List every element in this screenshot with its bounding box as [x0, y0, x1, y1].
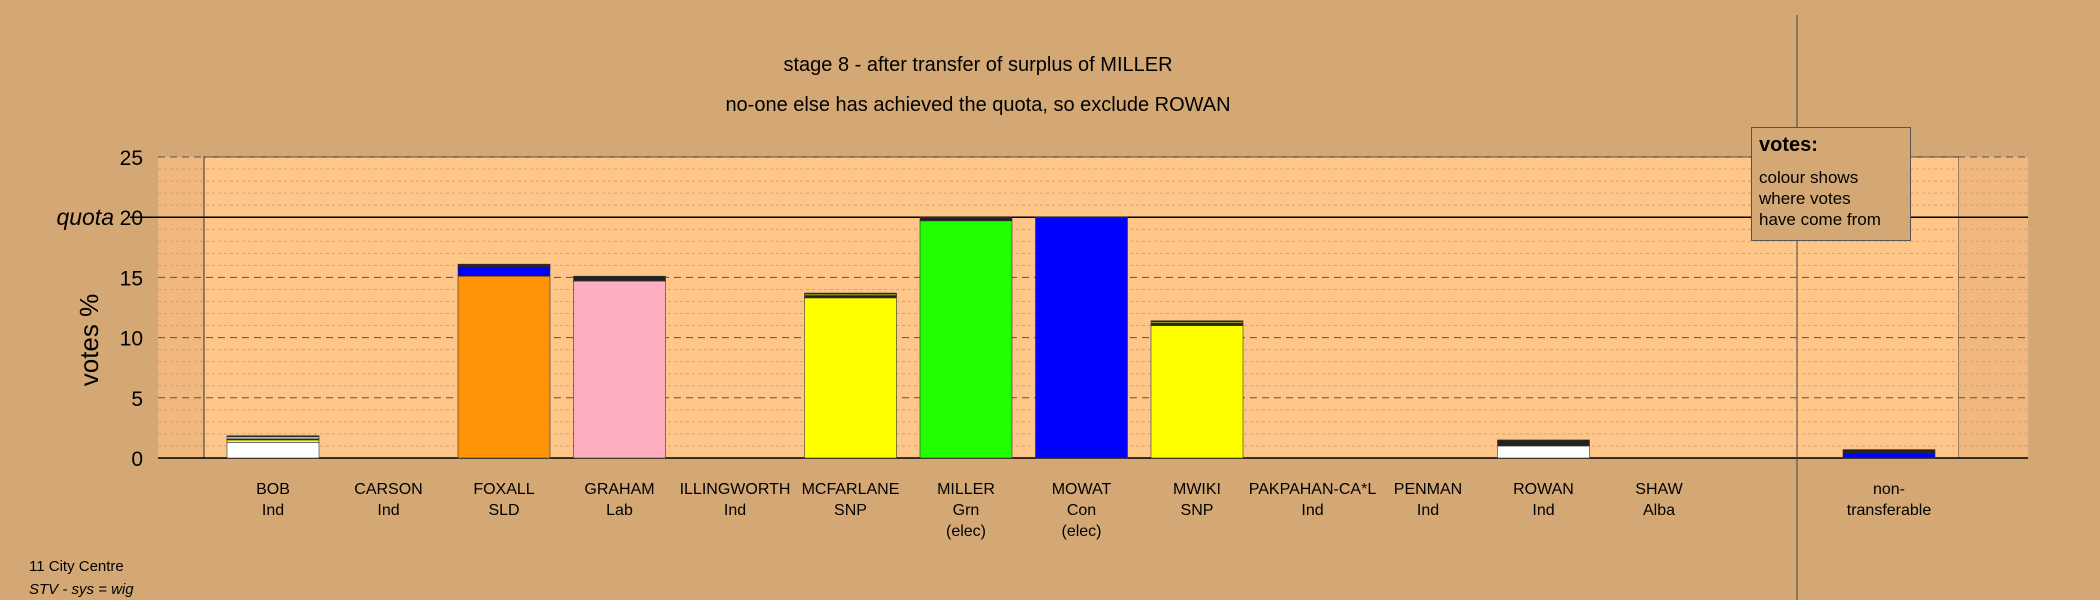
- bar-segment: [226, 439, 320, 443]
- bar-segment: [1497, 439, 1590, 447]
- candidate-party-label: Con: [1067, 502, 1096, 519]
- candidate-name-label: MCFARLANE: [802, 481, 900, 498]
- bar-segment: [457, 263, 551, 267]
- bar-segment: [1150, 322, 1244, 326]
- y-tick-label: 5: [131, 388, 143, 411]
- candidate-name-label: MILLER: [937, 481, 995, 498]
- candidate-party-label: Ind: [1532, 502, 1554, 519]
- candidate-party-label: Lab: [606, 502, 633, 519]
- nontransferable-bar-segment: [1842, 452, 1936, 459]
- footer-method: STV - sys = wig: [29, 581, 134, 598]
- candidate-party-label: SLD: [488, 502, 519, 519]
- candidate-party-label: Ind: [1301, 502, 1323, 519]
- chart-title: stage 8 - after transfer of surplus of M…: [783, 54, 1172, 76]
- y-tick-label: 0: [131, 448, 143, 471]
- candidate-name-label: PAKPAHAN-CA*L: [1249, 481, 1377, 498]
- x-axis-labels: BOB Ind CARSON Ind FOXALL SLD GRAHAM Lab ILLINGW…: [256, 481, 1931, 540]
- nontransferable-bar-segment: [1842, 449, 1936, 454]
- candidate-party-label: Alba: [1643, 502, 1675, 519]
- candidate-name-label: CARSON: [354, 481, 422, 498]
- bar-segment: [1497, 445, 1590, 459]
- bar-segment: [804, 292, 897, 295]
- candidate-name-label: BOB: [256, 481, 290, 498]
- plot-side-left: [158, 157, 204, 458]
- bar-segment: [457, 266, 551, 277]
- nontransferable-label: transferable: [1847, 502, 1932, 519]
- candidate-party-label: SNP: [834, 502, 867, 519]
- bar-segment: [804, 297, 897, 459]
- candidate-name-label: FOXALL: [473, 481, 534, 498]
- candidate-name-label: MOWAT: [1052, 481, 1112, 498]
- bar-segment: [919, 220, 1013, 459]
- candidate-name-label: PENMAN: [1394, 481, 1462, 498]
- legend-line: colour shows: [1759, 168, 1859, 187]
- y-tick-label: 25: [120, 147, 143, 170]
- legend-body: colour shows where votes have come from: [1759, 167, 1903, 230]
- legend-box: votes: colour shows where votes have com…: [1751, 127, 1911, 241]
- candidate-name-label: ROWAN: [1513, 481, 1574, 498]
- candidate-party-label: Ind: [724, 502, 746, 519]
- footer-region: 11 City Centre: [29, 558, 124, 575]
- bar-segment: [226, 435, 320, 438]
- bar-segment: [457, 275, 551, 459]
- candidate-name-label: ILLINGWORTH: [680, 481, 791, 498]
- candidate-name-label: MWIKI: [1173, 481, 1221, 498]
- legend-line: have come from: [1759, 210, 1881, 229]
- nontransferable-label: non-: [1873, 481, 1905, 498]
- legend-title: votes:: [1759, 134, 1818, 156]
- bar-segment: [1035, 216, 1128, 459]
- y-tick-label: 10: [120, 328, 143, 351]
- y-axis: 0 5 10 15 20 25: [120, 147, 143, 471]
- bar-segment: [1150, 320, 1244, 323]
- legend-line: where votes: [1759, 189, 1851, 208]
- plot-side-right: [1959, 157, 2028, 458]
- candidate-party-label: Ind: [262, 502, 284, 519]
- y-axis-label: votes %: [74, 294, 104, 387]
- candidate-name-label: GRAHAM: [584, 481, 654, 498]
- y-tick-label: 20: [120, 207, 143, 230]
- candidate-party-label: SNP: [1181, 502, 1214, 519]
- bar-segment: [1150, 325, 1244, 459]
- y-tick-label: 15: [120, 267, 143, 290]
- candidate-status-label: (elec): [1061, 523, 1101, 540]
- bar-segment: [573, 275, 666, 282]
- candidate-status-label: (elec): [946, 523, 986, 540]
- quota-label: quota: [56, 204, 114, 230]
- chart-subtitle: no-one else has achieved the quota, so e…: [725, 94, 1230, 116]
- candidate-name-label: SHAW: [1635, 481, 1683, 498]
- bar-segment: [573, 280, 666, 459]
- candidate-party-label: Ind: [377, 502, 399, 519]
- bars-group: [226, 216, 1936, 459]
- bar-segment: [919, 216, 1013, 222]
- candidate-party-label: Grn: [953, 502, 980, 519]
- bar-segment: [226, 442, 320, 459]
- candidate-party-label: Ind: [1417, 502, 1439, 519]
- bar-segment: [804, 295, 897, 299]
